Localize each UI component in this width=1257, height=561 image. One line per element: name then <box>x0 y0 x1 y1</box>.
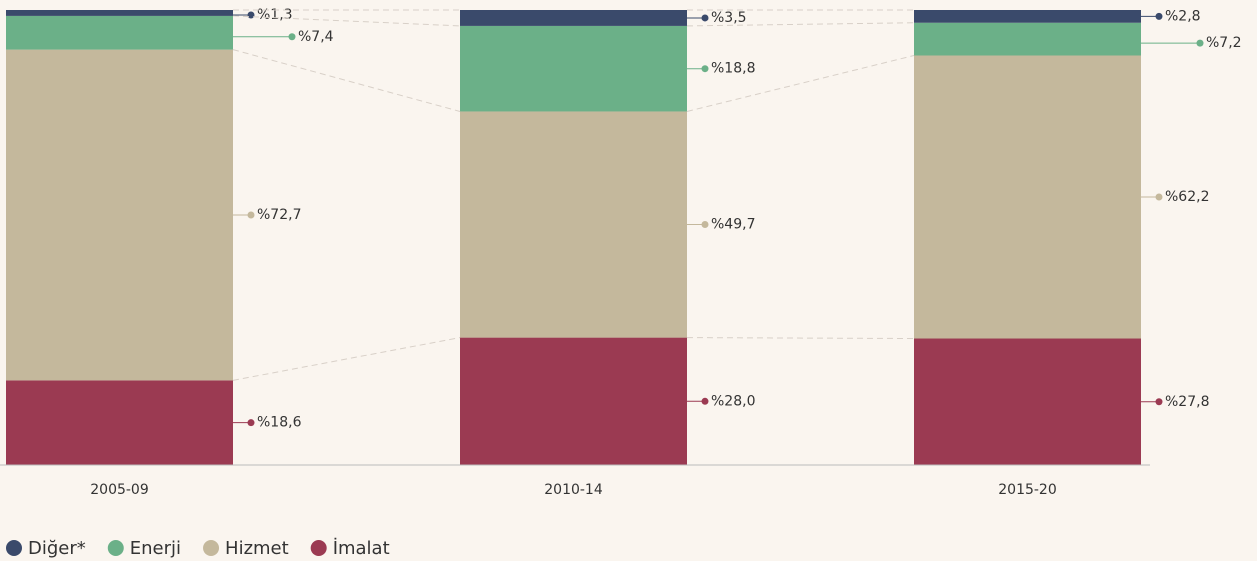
connector <box>686 55 915 112</box>
value-label: %2,8 <box>1165 8 1201 24</box>
value-label: %7,2 <box>1206 35 1242 51</box>
bar-segment <box>914 10 1141 23</box>
value-label: %27,8 <box>1165 394 1209 410</box>
label-dot <box>288 33 296 41</box>
value-label: %7,4 <box>298 29 334 45</box>
bar-segment <box>460 10 687 26</box>
connector <box>686 22 915 27</box>
value-label: %72,7 <box>257 207 301 223</box>
x-tick-label: 2005-09 <box>90 482 149 498</box>
value-label: %49,7 <box>711 217 755 233</box>
bar-segment <box>460 111 687 338</box>
bar-segment <box>6 380 233 465</box>
legend-label: Diğer* <box>28 538 86 559</box>
bar-segment <box>914 55 1141 339</box>
value-label: %18,8 <box>711 61 755 77</box>
connector <box>232 337 461 381</box>
legend-swatch <box>107 540 124 556</box>
legend: Diğer* Enerji Hizmet İmalat <box>6 538 390 559</box>
value-label: %1,3 <box>257 7 293 23</box>
legend-swatch <box>6 540 22 556</box>
connector <box>686 337 915 340</box>
legend-label: Enerji <box>130 538 181 559</box>
bar-segment <box>6 49 233 381</box>
value-label: %3,5 <box>711 10 747 26</box>
label-dot <box>1196 39 1204 47</box>
label-dot <box>1155 193 1163 201</box>
bar-segment <box>460 337 687 465</box>
value-label: %28,0 <box>711 393 755 409</box>
legend-swatch <box>310 540 327 556</box>
bar-segment <box>460 25 687 112</box>
label-dot <box>1155 398 1163 406</box>
x-tick-label: 2010-14 <box>544 482 603 498</box>
value-label: %18,6 <box>257 415 302 431</box>
value-label: %62,2 <box>1165 189 1209 205</box>
label-dot <box>247 211 255 219</box>
label-dot <box>1155 12 1163 20</box>
x-tick-label: 2015-20 <box>998 482 1057 498</box>
bar-segment <box>6 15 233 50</box>
label-dot <box>247 11 255 19</box>
bar-segment <box>914 22 1141 56</box>
legend-label: Hizmet <box>225 538 289 559</box>
connector <box>232 15 461 27</box>
label-dot <box>701 397 709 405</box>
legend-label: İmalat <box>333 538 390 559</box>
label-dot <box>701 14 709 22</box>
label-dot <box>701 65 709 73</box>
bar-segment <box>914 338 1141 465</box>
legend-swatch <box>203 540 220 556</box>
label-dot <box>247 419 255 427</box>
bar-segment <box>6 10 233 16</box>
label-dot <box>701 221 709 229</box>
